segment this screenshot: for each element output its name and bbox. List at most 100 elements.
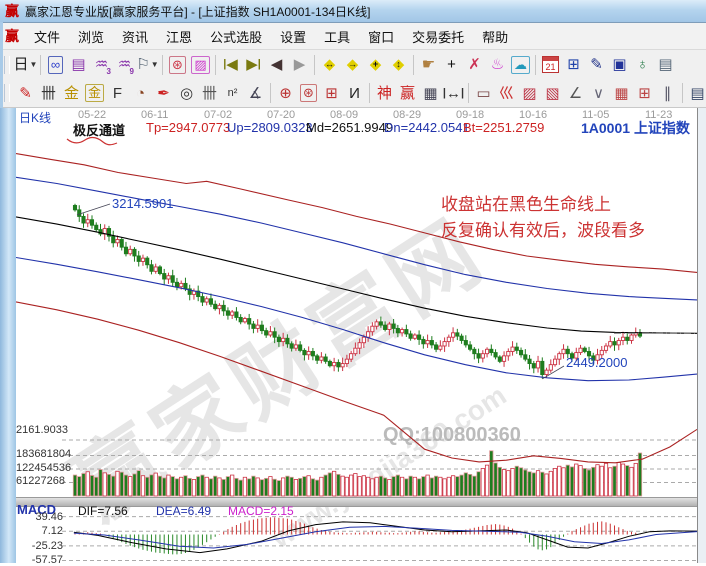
compress-h-icon[interactable]: ◆ → bbox=[341, 53, 364, 77]
icon-glyph: ⊞ bbox=[567, 56, 580, 73]
wave3-icon[interactable]: ♒ 3 bbox=[90, 53, 113, 77]
dea-value-label: DEA=6.49 bbox=[156, 504, 212, 518]
icon-glyph: ◎ bbox=[179, 84, 194, 102]
toolbar-separator bbox=[369, 83, 370, 103]
menu-item-1[interactable]: 文件 bbox=[34, 29, 61, 45]
indicator-bt-value: Bt=2251.2759 bbox=[463, 120, 545, 135]
ying-tool-icon[interactable]: 赢 bbox=[396, 81, 419, 105]
crosshair-icon[interactable]: + bbox=[440, 53, 463, 77]
toolbar-separator bbox=[215, 54, 216, 75]
gann-circle-icon[interactable]: ⊕ bbox=[274, 81, 297, 105]
move-icon[interactable]: ◆ ↕ bbox=[387, 53, 410, 77]
macd-pane-label[interactable]: MACD bbox=[17, 502, 56, 517]
gann-box-icon[interactable]: ▨ bbox=[518, 81, 541, 105]
brain-map-icon[interactable]: ☁ bbox=[509, 53, 532, 77]
menu-item-3[interactable]: 资讯 bbox=[122, 29, 149, 45]
time-ruler-icon[interactable]: 卌 bbox=[198, 81, 221, 105]
menu-item-8[interactable]: 窗口 bbox=[368, 29, 395, 45]
menu-item-9[interactable]: 交易委托 bbox=[412, 29, 465, 45]
icon-glyph: ▤ bbox=[690, 84, 705, 102]
symbol-label[interactable]: 1A0001 上证指数 bbox=[581, 118, 690, 138]
indicator-name[interactable]: 极反通道 bbox=[73, 123, 126, 138]
icon-glyph: ♒ bbox=[117, 56, 132, 73]
width-measure-icon[interactable]: | ↔ | bbox=[442, 81, 465, 105]
toolbar-separator bbox=[162, 54, 163, 75]
red-grid2-icon[interactable]: ⊞ bbox=[633, 81, 656, 105]
notepad-icon[interactable]: ✎ bbox=[585, 53, 608, 77]
ribbon-marker-icon[interactable]: ♨ bbox=[486, 53, 509, 77]
fan-lines-icon[interactable]: 巛 bbox=[495, 81, 518, 105]
cycle-i-icon[interactable]: И bbox=[343, 81, 366, 105]
title-bar[interactable]: 赢 赢家江恩专业版[赢家服务平台] - [上证指数 SH1A0001-134日K… bbox=[0, 0, 706, 23]
parallel-lines-icon[interactable]: ∥ bbox=[656, 81, 679, 105]
kline-period-icon[interactable]: 日 ▼ bbox=[14, 53, 38, 77]
menu-item-4[interactable]: 江恩 bbox=[166, 29, 193, 45]
time-circle-icon[interactable]: ◎ bbox=[175, 81, 198, 105]
zoom-h-icon[interactable]: ◆ ↔ bbox=[318, 53, 341, 77]
export-globe-icon[interactable]: ♁ bbox=[631, 53, 654, 77]
spiral-icon[interactable]: ◔ bbox=[129, 81, 152, 105]
calendar-icon[interactable]: 21 bbox=[539, 53, 562, 77]
f-tool-icon[interactable]: F bbox=[106, 81, 129, 105]
date-tick-label: 11-23 bbox=[645, 109, 673, 121]
wave9-icon[interactable]: ♒ 9 bbox=[113, 53, 136, 77]
angle-lines-icon[interactable]: ∠ bbox=[564, 81, 587, 105]
icon-glyph: ⚐ bbox=[136, 56, 150, 73]
chart-panel[interactable]: 赢家财富网 www.yingjia360.com QQ:100800360 日K… bbox=[16, 108, 698, 566]
menu-item-10[interactable]: 帮助 bbox=[482, 29, 509, 45]
kline-chart[interactable] bbox=[16, 108, 697, 563]
nav-prev-icon[interactable]: ◀ bbox=[265, 53, 288, 77]
save-icon[interactable]: ▣ bbox=[608, 53, 631, 77]
spectrum-icon[interactable]: ▨ bbox=[189, 53, 212, 77]
icon-glyph: ◆ bbox=[346, 56, 359, 73]
print-icon[interactable]: ▤ bbox=[654, 53, 677, 77]
nav-first-icon[interactable]: | ◀ bbox=[219, 53, 242, 77]
red-grid-icon[interactable]: ▦ bbox=[610, 81, 633, 105]
volume-axis-label: 61227268 bbox=[16, 475, 65, 487]
pin-marker-icon[interactable]: ✗ bbox=[463, 53, 486, 77]
gann-grid-fan-icon[interactable]: ▧ bbox=[541, 81, 564, 105]
calculator-icon[interactable]: ⊞ bbox=[562, 53, 585, 77]
nav-next-icon[interactable]: ▶ bbox=[288, 53, 311, 77]
v-lines-icon[interactable]: ∨ bbox=[587, 81, 610, 105]
icon-glyph: ◔ bbox=[135, 84, 146, 102]
period-label[interactable]: 日K线 bbox=[19, 111, 52, 125]
menu-item-5[interactable]: 公式选股 bbox=[210, 29, 263, 45]
column-list-icon[interactable]: ▤ bbox=[686, 81, 706, 105]
icon-glyph: ▧ bbox=[545, 84, 560, 102]
menu-item-6[interactable]: 设置 bbox=[280, 29, 307, 45]
icon-glyph: ▶ bbox=[246, 56, 258, 73]
overlay-curve-icon[interactable]: ∞ bbox=[44, 53, 67, 77]
draw-pencil-icon[interactable]: ✎ bbox=[14, 81, 37, 105]
analyst-annotation: 收盘站在黑色生命线上 反复确认有效后，波段看多 bbox=[441, 192, 645, 244]
icon-overlay: ↔ bbox=[325, 59, 334, 69]
flag-tool-icon[interactable]: ⚐ ▼ bbox=[136, 53, 159, 77]
toolbar-grip[interactable] bbox=[4, 84, 10, 102]
n2-tool-icon[interactable]: n² bbox=[221, 81, 244, 105]
angle-tool-icon[interactable]: ∡ bbox=[244, 81, 267, 105]
toolbar-grip[interactable] bbox=[4, 55, 10, 74]
rocket-icon[interactable]: ✒ bbox=[152, 81, 175, 105]
gann-wheel-icon[interactable]: ⊛ bbox=[297, 81, 320, 105]
menu-item-2[interactable]: 浏览 bbox=[78, 29, 105, 45]
gann-square-icon[interactable]: ⊞ bbox=[320, 81, 343, 105]
indicator-dn-value: Dn=2442.0541 bbox=[384, 120, 470, 135]
gann-knot-icon[interactable]: ⊛ bbox=[166, 53, 189, 77]
hand-tool-icon[interactable]: ☛ bbox=[417, 53, 440, 77]
pane-splitter[interactable] bbox=[16, 497, 697, 507]
nav-last-icon[interactable]: ▶ | bbox=[242, 53, 265, 77]
grid-123-icon[interactable]: ▦ bbox=[419, 81, 442, 105]
rect-tool-icon[interactable]: ▭ bbox=[472, 81, 495, 105]
dropdown-caret-icon: ▼ bbox=[150, 59, 159, 69]
icon-glyph: ♁ bbox=[636, 56, 649, 73]
icon-overlay: ↕ bbox=[396, 59, 401, 69]
gold-box-icon[interactable]: 金 bbox=[83, 81, 106, 105]
expand-icon[interactable]: ◆ + bbox=[364, 53, 387, 77]
shen-tool-icon[interactable]: 神 bbox=[373, 81, 396, 105]
gann-ruler-icon[interactable]: 卌 bbox=[37, 81, 60, 105]
info-list-icon[interactable]: ▤ bbox=[67, 53, 90, 77]
gold-section-icon[interactable]: 金 bbox=[60, 81, 83, 105]
icon-part: | bbox=[461, 86, 465, 99]
menu-item-7[interactable]: 工具 bbox=[324, 29, 351, 45]
icon-glyph: ⊞ bbox=[638, 84, 651, 102]
